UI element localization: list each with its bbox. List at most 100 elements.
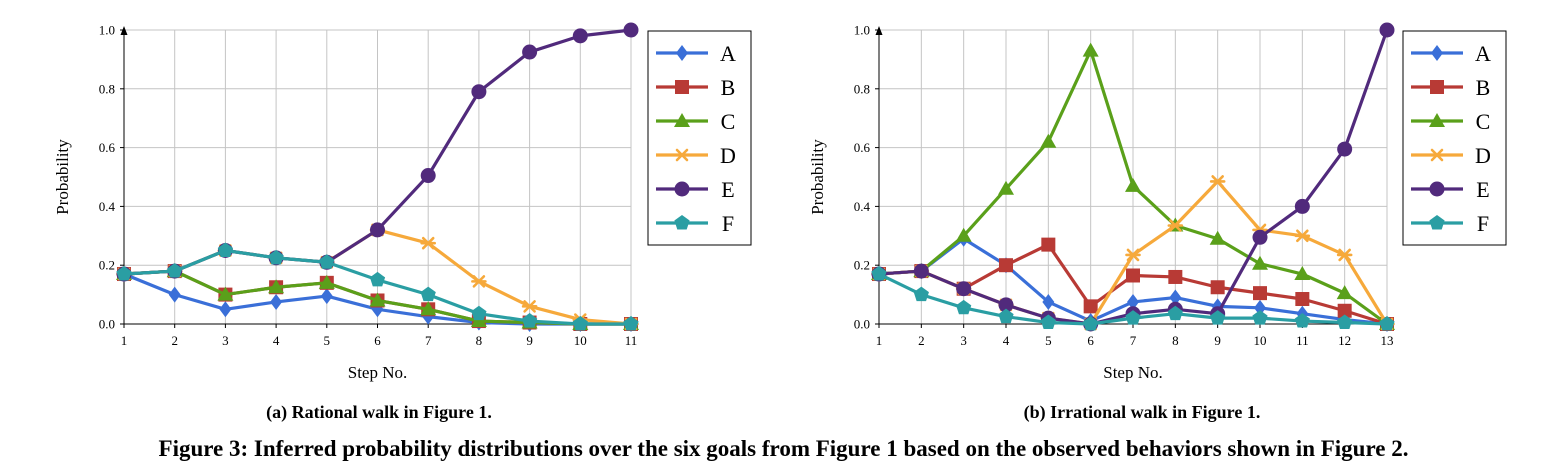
data-point-a (1169, 289, 1182, 306)
legend-marker-b (1430, 80, 1444, 94)
data-point-f (319, 254, 335, 269)
x-tick-label: 8 (476, 333, 483, 348)
legend-label-b: B (1476, 75, 1491, 100)
legend-label-d: D (1475, 143, 1491, 168)
data-point-f (420, 286, 436, 302)
data-point-e (1379, 22, 1395, 38)
data-point-c (1294, 266, 1311, 281)
data-point-f (167, 263, 183, 278)
legend-label-f: F (1477, 211, 1489, 236)
data-point-e (1252, 229, 1268, 245)
x-tick-label: 6 (1087, 333, 1094, 348)
y-axis-label: Probability (53, 139, 72, 215)
data-point-f (1083, 316, 1099, 331)
x-tick-label: 7 (1130, 333, 1137, 348)
data-point-e (420, 168, 436, 184)
x-tick-label: 2 (171, 333, 178, 348)
data-point-c (955, 227, 972, 242)
x-tick-label: 9 (526, 333, 533, 348)
data-point-e (1294, 198, 1310, 214)
data-point-c (1040, 133, 1057, 148)
x-tick-label: 9 (1214, 333, 1221, 348)
data-point-f (268, 249, 284, 265)
data-point-c (998, 180, 1014, 195)
data-point-a (270, 293, 283, 310)
y-tick-label: 0.6 (854, 140, 871, 155)
x-tick-label: 3 (222, 333, 229, 348)
y-tick-label: 0.0 (854, 317, 870, 332)
data-point-c (420, 301, 437, 316)
data-point-f (572, 316, 588, 331)
x-tick-label: 4 (273, 333, 280, 348)
x-tick-label: 5 (1045, 333, 1052, 348)
data-point-b (1210, 280, 1225, 295)
subcaption-a: (a) Rational walk in Figure 1. (266, 402, 492, 422)
legend-marker-e (1429, 181, 1445, 197)
x-tick-label: 4 (1003, 333, 1010, 348)
data-point-d (1167, 219, 1184, 232)
data-point-b (1295, 292, 1310, 307)
legend-label-c: C (721, 109, 736, 134)
x-tick-label: 10 (1254, 333, 1267, 348)
legend-box (1402, 30, 1507, 246)
data-point-d (1125, 248, 1141, 262)
legend-marker-b (675, 80, 689, 94)
data-point-a (320, 288, 333, 305)
legend-marker-e (674, 181, 690, 197)
data-point-c (217, 286, 234, 301)
legend-label-d: D (720, 143, 736, 168)
data-point-c (318, 274, 335, 289)
data-point-d (1209, 175, 1226, 188)
legend-label-a: A (720, 41, 736, 66)
data-point-f (471, 305, 487, 321)
y-tick-label: 0.8 (99, 81, 115, 96)
legend-box (647, 30, 752, 246)
legend-marker-f (674, 215, 690, 230)
y-tick-label: 0.4 (854, 199, 871, 214)
legend-marker-c (674, 113, 690, 127)
y-tick-label: 0.6 (99, 140, 116, 155)
x-tick-label: 12 (1338, 333, 1351, 348)
legend-label-a: A (1475, 41, 1491, 66)
legend-label-b: B (721, 75, 736, 100)
x-tick-label: 1 (121, 333, 128, 348)
x-axis-label: Step No. (348, 363, 408, 382)
data-point-a (1042, 293, 1055, 310)
y-tick-label: 0.8 (854, 81, 870, 96)
data-point-d (420, 236, 436, 250)
legend-marker-a (1431, 45, 1443, 61)
data-point-f (217, 242, 234, 257)
data-point-f (1294, 313, 1310, 328)
x-tick-label: 1 (876, 333, 883, 348)
data-point-b (1337, 303, 1352, 318)
legend-label-e: E (1476, 177, 1489, 202)
data-point-f (913, 286, 929, 302)
data-point-c (268, 279, 285, 294)
x-tick-label: 2 (918, 333, 925, 348)
data-point-c (369, 292, 386, 307)
data-point-d (521, 300, 538, 313)
x-tick-label: 8 (1172, 333, 1179, 348)
x-tick-label: 11 (625, 333, 638, 348)
figure-caption: Figure 3: Inferred probability distribut… (158, 436, 1409, 461)
data-point-e (998, 297, 1014, 313)
data-point-e (956, 281, 972, 297)
data-point-c (1209, 230, 1226, 245)
data-point-f (521, 313, 538, 328)
data-point-e (623, 22, 639, 38)
data-point-c (1336, 285, 1353, 300)
y-tick-label: 0.0 (99, 317, 115, 332)
data-point-f (369, 271, 386, 287)
y-tick-label: 1.0 (99, 23, 115, 38)
data-point-e (471, 84, 487, 100)
data-point-b (1041, 237, 1056, 252)
legend-marker-a (676, 45, 688, 61)
data-point-e (913, 263, 929, 279)
series-f (871, 266, 1395, 331)
data-point-b (1083, 299, 1098, 314)
subcaption-b: (b) Irrational walk in Figure 1. (1023, 402, 1261, 422)
legend-marker-c (1429, 113, 1445, 127)
data-point-f (1337, 314, 1353, 329)
